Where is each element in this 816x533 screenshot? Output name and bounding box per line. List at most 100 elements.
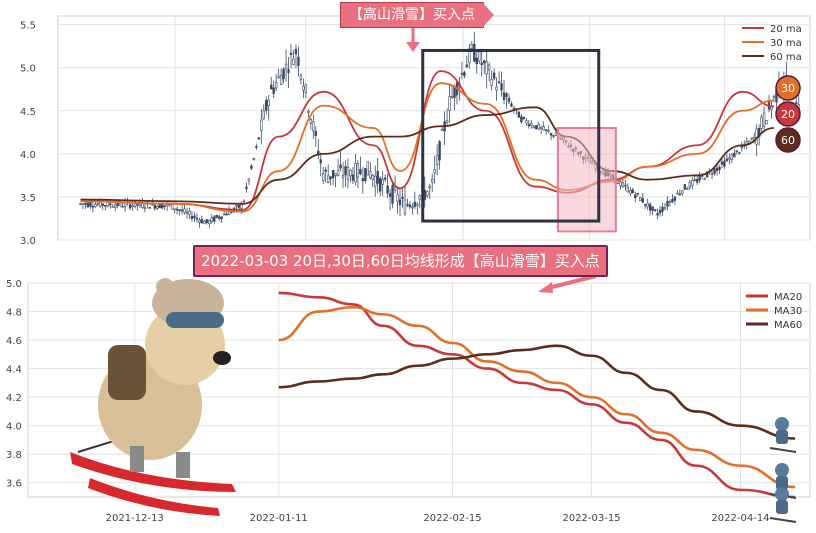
candle-body [322,173,325,182]
candle-body [369,171,372,179]
candle-body [222,213,226,216]
candle-body [671,198,674,203]
candle-body [260,119,263,131]
candle-body [520,116,523,123]
bottom-xtick-label: 2021-12-13 [106,513,164,524]
candle-body [661,206,664,212]
candle-body [319,159,322,164]
candle-body [512,107,516,110]
candle-body [453,86,456,99]
signal-annotation-banner: 2022-03-03 20日,30日,60日均线形成【高山滑雪】买入点 [193,245,608,277]
bottom-xtick-label: 2022-03-15 [562,513,620,524]
candle-body [656,213,659,216]
candle-body [703,178,706,180]
candle-body [235,205,238,207]
candle-body [324,169,327,172]
candle-body [218,216,221,219]
candle-body [272,87,275,94]
candle-body [475,57,478,65]
candle-body [294,48,298,55]
bottom-ma-line-MA60 [278,344,796,440]
candle-body [718,166,721,171]
candle-body [619,181,622,187]
candle-body [626,187,630,193]
candle-body [131,205,134,208]
top-legend-label: 30 ma [770,38,802,49]
top-panel: 3.0 3.5 4.0 4.5 5.0 5.5 20 ma 30 ma 60 ma 30 20 60 [20,15,811,247]
candle-body [109,203,112,206]
candle-body [128,204,132,209]
candle-body [725,158,729,161]
candle-body [738,152,741,154]
ma-badge-label: 20 [781,108,795,121]
candle-body [255,146,258,148]
top-ma-line-60ma [80,106,775,205]
candle-body [205,219,209,223]
candle-body [213,216,216,222]
candle-body [326,175,330,183]
candle-body [252,158,256,160]
candle-body [465,64,469,68]
candle-body [522,116,526,119]
candle-body [686,188,689,190]
candle-body [378,177,382,192]
signal-highlight-region [556,127,617,233]
candle-body [403,199,407,215]
candle-body [539,126,543,130]
candle-body [198,219,201,223]
bottom-ytick-label: 4.6 [6,336,22,347]
candle-body [262,110,265,120]
candle-body [681,190,684,194]
candle-body [646,202,649,208]
bottom-xtick-label: 2022-02-15 [423,513,481,524]
buy-point-banner: 【高山滑雪】买入点 [340,2,484,28]
mini-skier-head-icon [775,487,789,501]
candle-body [487,64,491,71]
bottom-legend-label: MA60 [774,320,802,331]
candle-body [346,167,350,180]
candle-body [143,207,147,209]
candle-body [366,161,370,176]
candle-body [136,204,139,206]
candle-body [426,191,429,197]
candle-body [530,123,533,126]
candle-body [133,201,137,207]
candle-body [735,150,739,152]
bottom-legend-label: MA30 [774,306,802,317]
candle-body [416,203,419,206]
candle-body [257,137,261,140]
candle-body [547,130,550,132]
candle-body [309,119,313,124]
candle-body [178,209,181,211]
candle-body [495,86,498,91]
candle-body [331,169,335,179]
goggles-icon [166,312,224,328]
candle-body [406,204,409,206]
candle-body [413,201,417,207]
candle-body [274,82,278,89]
candle-body [101,203,105,206]
hat-pompom-icon [156,278,174,296]
overlays [70,28,797,523]
candle-body [396,194,399,202]
bottom-ma-line-MA30 [278,305,796,489]
mini-skier-icon [769,463,797,499]
candle-body [173,208,176,211]
candle-body [265,99,268,111]
candle-body [470,44,474,49]
candle-body [435,155,439,165]
candle-body [535,125,538,130]
candle-body [418,195,422,200]
bottom-ma-group [278,291,796,497]
candle-body [502,92,506,101]
candle-body [242,200,246,203]
bottom-ytick-label: 5.0 [6,279,22,290]
candle-body [480,62,483,66]
bottom-ytick-label: 4.2 [6,393,22,404]
candle-body [720,161,724,165]
candle-body [336,169,340,176]
top-plot-area [57,15,811,241]
candle-body [473,43,476,62]
candle-body [428,186,431,188]
candle-body [643,204,647,206]
